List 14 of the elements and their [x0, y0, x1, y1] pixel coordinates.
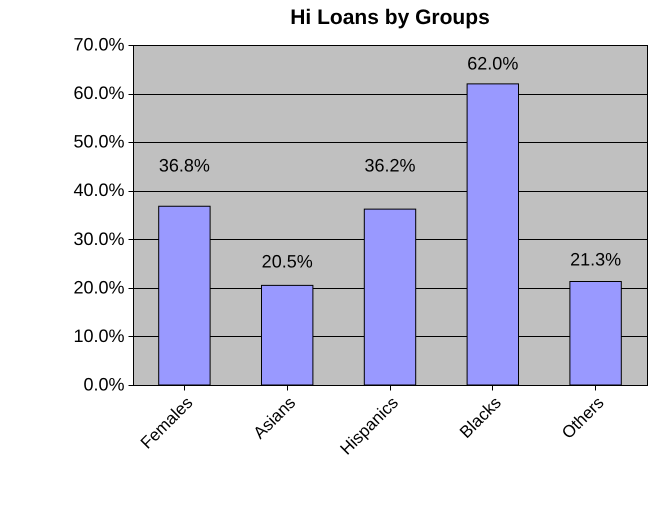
y-tick-label: 30.0%	[73, 228, 124, 249]
data-label: 21.3%	[570, 249, 622, 270]
chart-title: Hi Loans by Groups	[290, 6, 490, 29]
y-tick-label: 70.0%	[73, 34, 124, 54]
data-label: 62.0%	[467, 53, 518, 74]
data-label: 20.5%	[262, 251, 313, 272]
y-tick-label: 50.0%	[73, 132, 124, 152]
data-label: 36.2%	[364, 155, 416, 176]
y-tick-label: 0.0%	[83, 374, 124, 394]
y-tick-label: 40.0%	[73, 180, 124, 200]
data-label: 36.8%	[158, 155, 210, 176]
y-tick-label: 10.0%	[73, 326, 124, 346]
y-tick-label: 60.0%	[73, 83, 124, 104]
y-tick-label: 20.0%	[73, 277, 124, 298]
